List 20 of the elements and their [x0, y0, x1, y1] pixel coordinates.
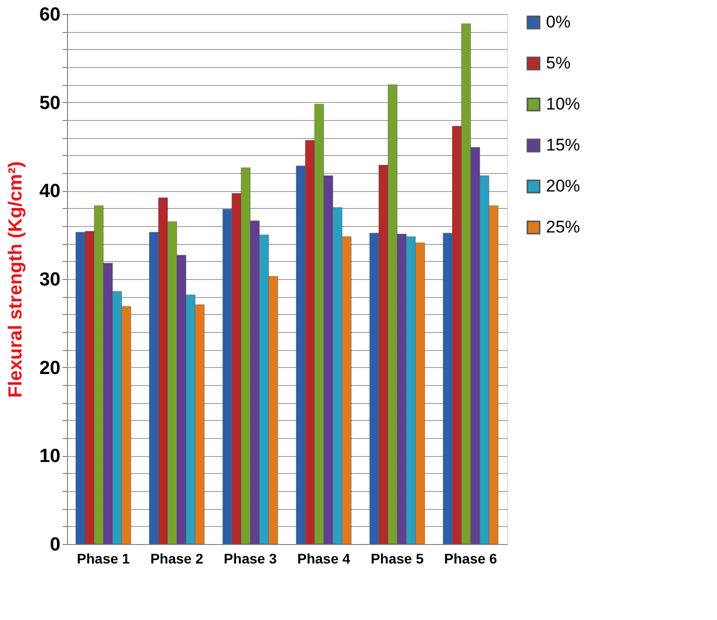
legend-label: 20%	[546, 176, 580, 196]
legend-label: 0%	[546, 12, 571, 32]
x-tick-label: Phase 5	[370, 550, 424, 566]
x-tick-label: Phase 1	[76, 550, 130, 566]
y-tick-label: 40	[39, 181, 60, 202]
x-tick-label: Phase 4	[297, 550, 350, 566]
x-tick-label: Phase 6	[444, 550, 498, 566]
y-tick-label: 0	[50, 534, 60, 556]
y-tick-label: 30	[39, 270, 60, 290]
y-tick-label: 10	[39, 446, 60, 468]
y-axis-title: Flexural strength (Kg/cm²)	[5, 161, 26, 398]
legend-label: 5%	[546, 54, 571, 72]
y-tick-label: 50	[39, 92, 60, 114]
y-tick-label: 20	[39, 358, 60, 379]
legend-label: 10%	[546, 94, 580, 114]
legend-label: 15%	[546, 136, 580, 154]
legend-label: 25%	[546, 218, 580, 236]
x-tick-label: Phase 2	[150, 550, 204, 566]
y-tick-label: 60	[39, 4, 60, 26]
x-tick-label: Phase 3	[224, 550, 277, 566]
